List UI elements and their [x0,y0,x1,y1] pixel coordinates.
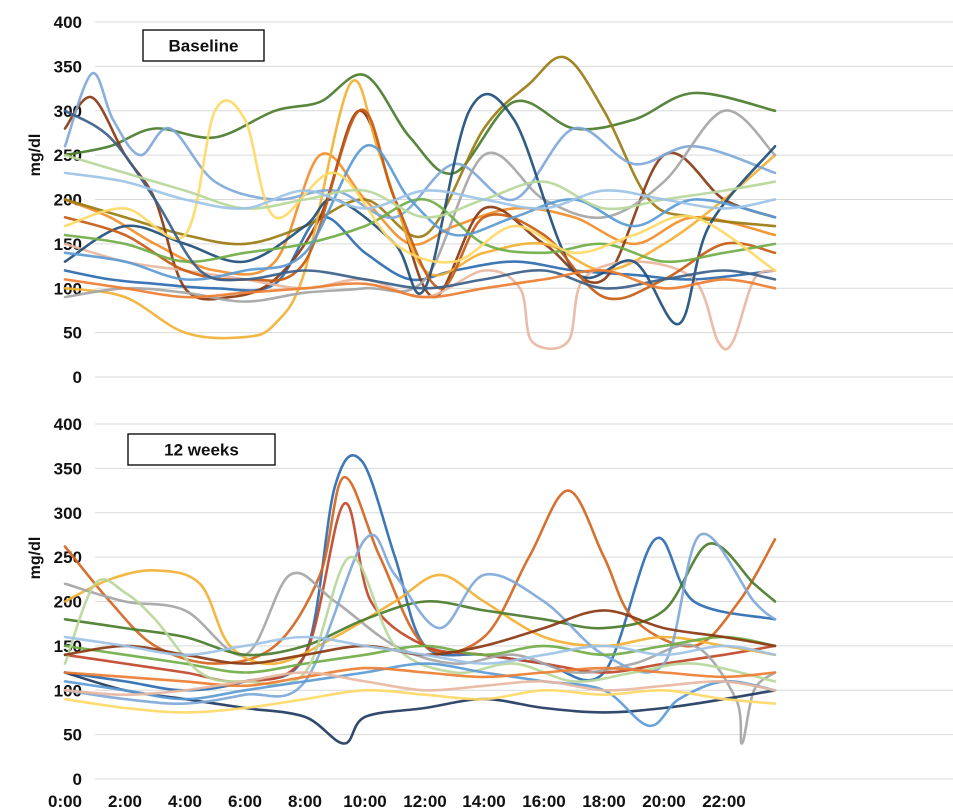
x-tick-label: 2:00 [108,792,142,811]
panel-label-box [127,433,276,466]
panel-label-box [142,29,265,62]
x-tick-label: 18:00 [582,792,625,811]
glucose-trace-9 [63,635,777,674]
x-tick-label: 6:00 [228,792,262,811]
panel-label: 12 weeks [164,441,239,460]
x-tick-label: 22:00 [702,792,745,811]
x-tick-label: 0:00 [48,792,82,811]
glucose-trace-11 [63,108,777,301]
x-tick-label: 4:00 [168,792,202,811]
glucose-trace-7 [63,72,777,219]
y-tick-label: 0 [73,770,82,789]
glucose-trace-12 [63,198,777,264]
x-tick-label: 8:00 [288,792,322,811]
glucose-trace-4 [63,569,777,666]
y-tick-label: 50 [63,726,82,745]
y-tick-label: 400 [54,415,82,434]
y-tick-label: 0 [73,368,82,387]
x-tick-label: 16:00 [522,792,565,811]
glucose-trace-4 [63,55,777,246]
glucose-trace-6 [63,79,777,340]
y-tick-label: 400 [54,13,82,32]
glucose-trace-14 [63,99,777,272]
x-tick-label: 12:00 [403,792,446,811]
y-axis-label: mg/dl [27,537,44,580]
y-tick-label: 350 [54,57,82,76]
x-tick-label: 14:00 [462,792,505,811]
x-tick-label: 20:00 [642,792,685,811]
glucose-trace-15 [63,109,777,290]
y-tick-label: 350 [54,459,82,478]
glucose-trace-8 [63,532,777,705]
glucose-trace-11 [63,662,777,728]
glucose-trace-14 [63,635,777,665]
y-tick-label: 50 [63,324,82,343]
panel-label: Baseline [169,37,239,56]
glucose-trace-3 [63,502,777,684]
glucose-trace-7 [63,542,777,657]
glucose-trace-15 [63,666,777,688]
glucose-trace-18 [63,171,777,210]
y-axis-label: mg/dl [27,134,44,177]
y-tick-label: 300 [54,504,82,523]
glucose-trace-16 [63,671,777,696]
glucose-trace-1 [63,215,777,292]
glucose-trace-3 [63,73,777,176]
glucose-trace-10 [63,555,777,687]
glucose-trace-9 [63,109,777,303]
glucose-trace-13 [63,688,777,714]
x-tick-label: 10:00 [343,792,386,811]
glucose-trace-17 [63,269,777,299]
glucose-trace-13 [63,143,777,281]
y-tick-label: 250 [54,548,82,567]
